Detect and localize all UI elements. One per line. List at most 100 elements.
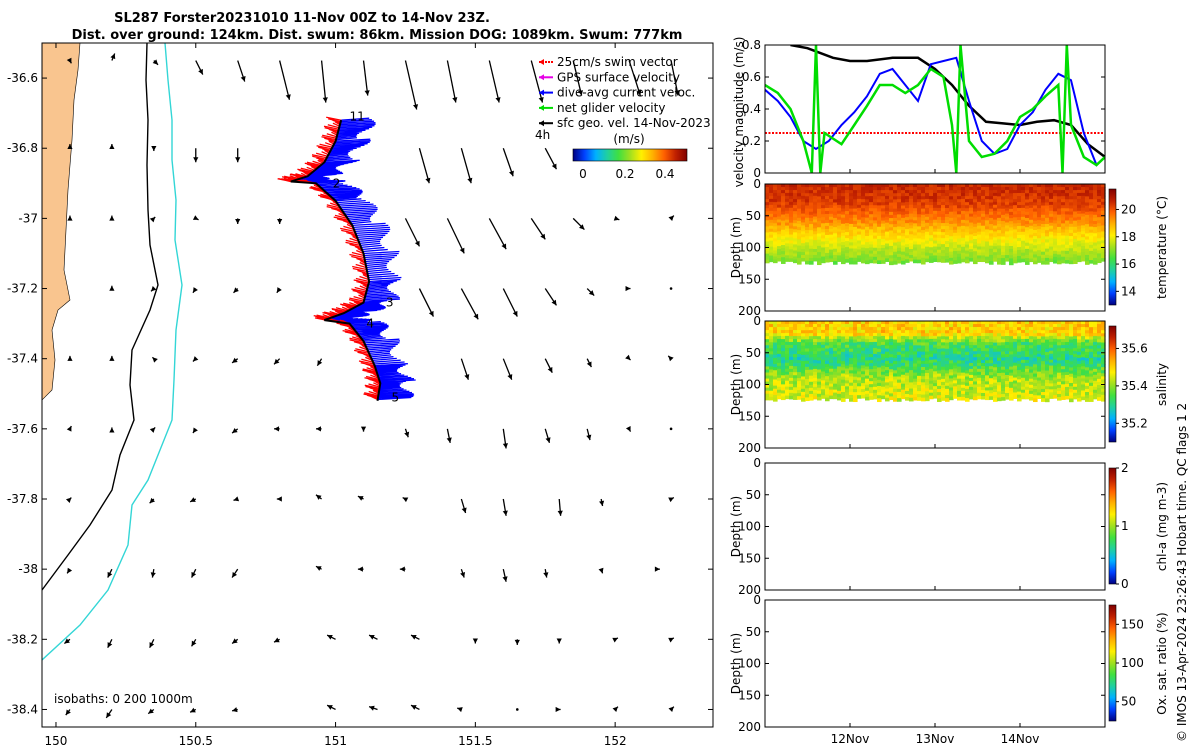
section-data-cell [877, 342, 882, 347]
section-data-cell [817, 366, 822, 371]
section-data-cell [937, 355, 942, 359]
section-data-cell [837, 351, 842, 355]
section-data-cell [921, 187, 926, 191]
section-data-cell [833, 353, 838, 358]
section-data-cell [841, 392, 846, 396]
section-data-cell [829, 386, 834, 391]
section-data-cell [853, 376, 858, 381]
section-data-cell [893, 230, 898, 234]
section-data-cell [889, 351, 894, 355]
geo-vector-head [151, 146, 157, 152]
section-data-cell [777, 222, 782, 227]
section-data-cell [961, 378, 966, 383]
section-data-cell [1029, 369, 1034, 374]
section-data-cell [921, 336, 926, 340]
section-data-cell [869, 247, 874, 252]
section-data-cell [933, 192, 938, 197]
section-data-cell [977, 213, 982, 218]
section-data-cell [1053, 193, 1058, 197]
geo-vector-arrow [572, 217, 585, 231]
section-data-cell [805, 248, 810, 253]
section-data-cell [1013, 241, 1018, 246]
section-data-cell [809, 327, 814, 331]
section-data-cell [977, 249, 982, 254]
section-data-cell [809, 254, 814, 259]
section-data-cell [937, 231, 942, 236]
section-data-cell [825, 345, 830, 350]
section-data-cell [885, 204, 890, 209]
section-data-cell [821, 386, 826, 390]
section-data-cell [1021, 386, 1026, 391]
section-data-cell [849, 239, 854, 243]
section-data-cell [997, 330, 1002, 334]
section-data-cell [813, 392, 818, 397]
section-data-cell [1017, 250, 1022, 254]
section-data-cell [829, 258, 834, 263]
section-data-cell [765, 333, 770, 337]
section-data-cell [1033, 373, 1038, 378]
section-data-cell [985, 378, 990, 382]
section-data-cell [861, 253, 866, 258]
section-data-cell [1053, 241, 1058, 246]
section-data-cell [837, 231, 842, 236]
section-data-cell [769, 237, 774, 242]
section-data-cell [1025, 242, 1030, 247]
section-data-cell [1041, 260, 1046, 265]
section-data-cell [981, 216, 986, 221]
section-data-cell [921, 260, 926, 265]
section-data-cell [1013, 341, 1018, 346]
section-data-cell [1093, 254, 1098, 259]
section-data-cell [933, 344, 938, 349]
section-data-cell [917, 202, 922, 206]
section-data-cell [957, 372, 962, 377]
section-data-cell [997, 333, 1002, 337]
section-data-cell [805, 226, 810, 231]
section-data-cell [1093, 368, 1098, 373]
section-data-cell [797, 242, 802, 247]
section-data-cell [1017, 327, 1022, 331]
section-data-cell [953, 214, 958, 219]
section-data-cell [989, 321, 994, 325]
section-data-cell [801, 210, 806, 215]
section-data-cell [1049, 186, 1054, 191]
section-data-cell [781, 384, 786, 388]
section-data-cell [917, 187, 922, 191]
section-data-cell [1057, 223, 1062, 228]
section-data-cell [1077, 348, 1082, 353]
section-data-cell [865, 257, 870, 262]
section-data-cell [797, 217, 802, 222]
section-data-cell [881, 323, 886, 328]
section-data-cell [1057, 205, 1062, 210]
section-data-cell [861, 229, 866, 234]
section-data-cell [1061, 253, 1066, 258]
section-data-cell [825, 360, 830, 365]
section-data-cell [801, 207, 806, 212]
section-data-cell [789, 392, 794, 397]
section-data-cell [1033, 376, 1038, 381]
section-data-cell [965, 379, 970, 384]
section-data-cell [1065, 344, 1070, 349]
section-data-cell [897, 241, 902, 246]
section-data-cell [973, 199, 978, 203]
section-data-cell [817, 221, 822, 225]
section-data-cell [789, 249, 794, 253]
geo-vector-arrow [315, 426, 322, 432]
section-data-cell [941, 336, 946, 340]
section-data-cell [1061, 187, 1066, 191]
section-data-cell [913, 220, 918, 224]
section-data-cell [1089, 385, 1094, 390]
section-data-cell [1017, 238, 1022, 242]
section-data-cell [909, 382, 914, 387]
section-data-cell [857, 335, 862, 340]
section-data-cell [789, 189, 794, 194]
section-data-cell [777, 234, 782, 238]
section-data-cell [1101, 351, 1106, 356]
section-data-cell [809, 217, 814, 222]
section-data-cell [765, 330, 770, 334]
section-data-cell [929, 229, 934, 233]
section-data-cell [1029, 363, 1034, 368]
section-data-cell [981, 246, 986, 251]
section-data-cell [1081, 204, 1086, 209]
section-data-cell [897, 385, 902, 390]
